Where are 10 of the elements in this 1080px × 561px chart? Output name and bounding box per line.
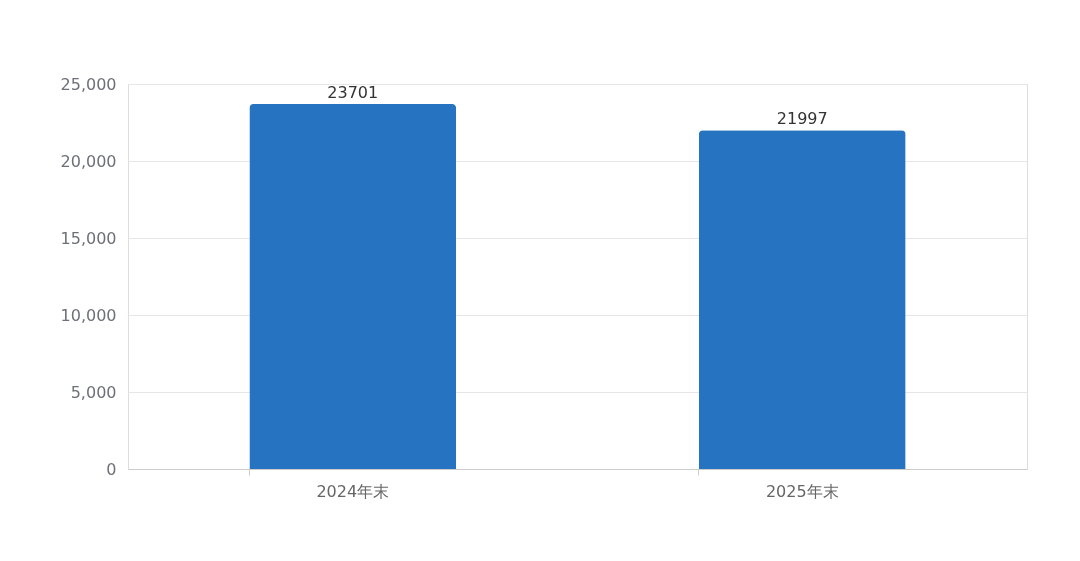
x-tick-label: 2025年末 xyxy=(765,481,839,501)
y-tick-label: 25,000 xyxy=(60,74,117,94)
y-tick-label: 5,000 xyxy=(70,382,117,402)
y-tick-label: 0 xyxy=(106,459,117,479)
data-label: 23701 xyxy=(327,83,379,102)
x-tick-label: 2024年末 xyxy=(316,481,390,501)
y-tick-label: 20,000 xyxy=(60,151,117,171)
y-tick-label: 10,000 xyxy=(60,305,117,325)
y-tick-label: 15,000 xyxy=(60,228,117,248)
data-label: 21997 xyxy=(776,109,828,129)
